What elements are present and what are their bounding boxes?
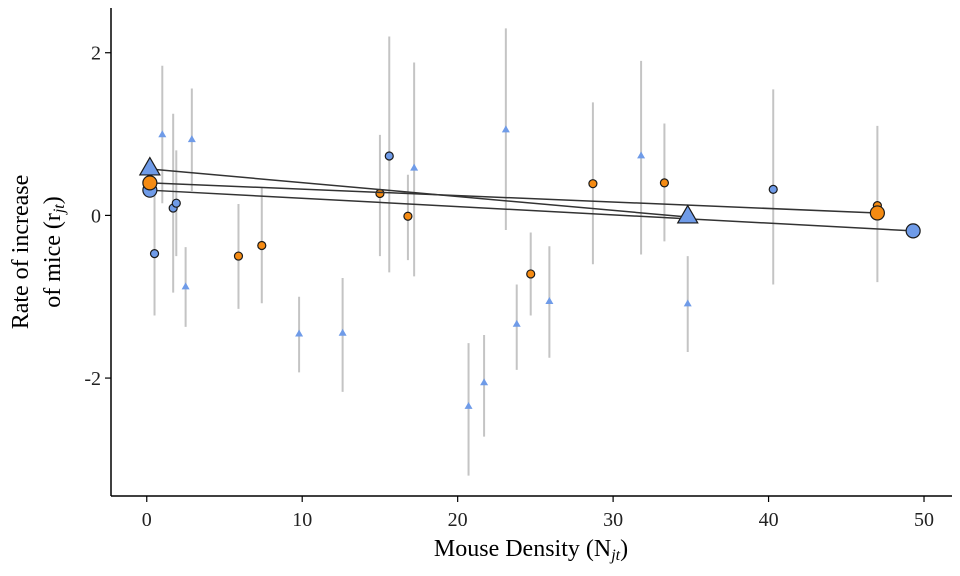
fit-line	[149, 189, 914, 232]
data-point-orange	[375, 188, 385, 199]
fit-lines	[149, 168, 914, 232]
data-points	[149, 125, 882, 409]
y-axis-ticks: -2 0 2	[84, 43, 111, 390]
fit-endpoint-circle	[869, 205, 885, 221]
data-point-blue	[171, 198, 181, 208]
data-point-blue	[384, 151, 394, 161]
x-tick-label: 30	[603, 509, 623, 531]
y-axis-title-line1: Rate of increase	[8, 175, 34, 330]
fit-endpoint-circle	[142, 175, 158, 191]
data-point-triangle	[187, 135, 196, 143]
x-tick-label: 50	[914, 509, 934, 531]
data-point-triangle	[295, 329, 304, 337]
fit-line	[149, 168, 688, 218]
data-point-triangle	[637, 151, 646, 159]
data-point-triangle	[683, 299, 692, 307]
data-point-orange	[659, 178, 670, 188]
fit-endpoint-circle	[905, 223, 921, 239]
data-point-triangle	[338, 328, 347, 336]
fit-line	[149, 182, 878, 214]
data-point-orange	[588, 179, 598, 189]
x-axis-ticks: 0 10 20 30 40 50	[142, 496, 934, 531]
data-point-blue	[149, 249, 160, 259]
x-tick-label: 0	[142, 509, 152, 531]
x-axis-title: Mouse Density (Njt)	[434, 536, 628, 564]
x-tick-label: 10	[292, 509, 312, 531]
data-point-blue	[768, 184, 778, 194]
data-point-triangle	[464, 401, 473, 409]
y-axis-title-line2: of mice (rjt)	[40, 196, 68, 308]
data-point-orange	[233, 251, 244, 261]
y-tick-label: 2	[91, 43, 101, 65]
data-point-triangle	[480, 378, 489, 386]
y-axis-title: Rate of increase of mice (rjt)	[8, 175, 68, 330]
data-point-triangle	[545, 297, 554, 304]
y-tick-label: -2	[84, 368, 101, 390]
fit-endpoint-triangle	[138, 156, 161, 176]
data-point-triangle	[158, 130, 167, 138]
y-tick-label: 0	[91, 205, 101, 227]
data-point-orange	[257, 240, 267, 251]
data-point-triangle	[410, 163, 419, 171]
data-point-triangle	[512, 319, 521, 327]
x-tick-label: 20	[448, 509, 468, 531]
x-tick-label: 40	[759, 509, 779, 531]
fit-endpoint-triangle	[676, 204, 699, 224]
data-point-orange	[403, 211, 413, 221]
data-point-orange	[526, 269, 536, 279]
data-point-triangle	[501, 125, 510, 133]
error-bars	[153, 28, 879, 476]
data-point-triangle	[181, 282, 190, 290]
fit-line-endpoints	[138, 156, 921, 239]
